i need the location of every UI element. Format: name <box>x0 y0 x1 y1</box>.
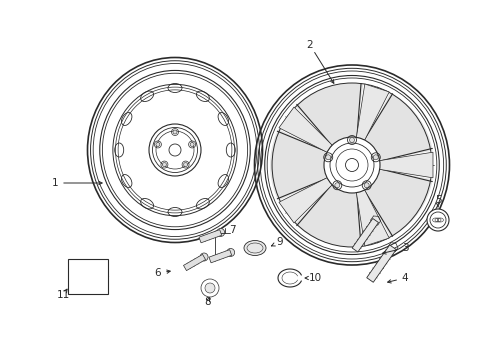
Ellipse shape <box>325 155 330 160</box>
Ellipse shape <box>190 143 194 147</box>
Polygon shape <box>379 152 432 178</box>
Ellipse shape <box>426 209 448 231</box>
Polygon shape <box>269 129 326 201</box>
Text: 11: 11 <box>56 290 69 300</box>
Text: 8: 8 <box>204 297 211 307</box>
Ellipse shape <box>324 137 379 193</box>
Text: 2: 2 <box>306 40 313 50</box>
Polygon shape <box>183 255 205 271</box>
Text: 4: 4 <box>401 273 407 283</box>
Polygon shape <box>208 249 231 263</box>
Circle shape <box>226 248 234 256</box>
Circle shape <box>204 283 215 293</box>
Polygon shape <box>199 230 221 243</box>
Polygon shape <box>365 93 432 160</box>
Polygon shape <box>366 245 395 282</box>
Text: 9: 9 <box>276 237 283 247</box>
FancyBboxPatch shape <box>68 258 108 293</box>
Polygon shape <box>278 178 331 223</box>
Text: 10: 10 <box>308 273 321 283</box>
Text: 1: 1 <box>52 178 58 188</box>
Polygon shape <box>351 219 378 252</box>
Ellipse shape <box>162 163 166 167</box>
Circle shape <box>216 229 224 237</box>
Ellipse shape <box>183 163 187 167</box>
Ellipse shape <box>173 130 177 134</box>
Polygon shape <box>356 84 388 140</box>
Polygon shape <box>294 83 363 145</box>
Text: 5: 5 <box>434 195 440 205</box>
Polygon shape <box>356 190 388 246</box>
Circle shape <box>200 253 207 261</box>
Ellipse shape <box>149 124 201 176</box>
Ellipse shape <box>156 143 160 147</box>
Text: 3: 3 <box>401 243 407 253</box>
Ellipse shape <box>244 240 265 256</box>
Ellipse shape <box>372 155 378 160</box>
Ellipse shape <box>334 183 339 188</box>
Text: 7: 7 <box>228 225 235 235</box>
Ellipse shape <box>364 183 368 188</box>
Ellipse shape <box>349 138 354 143</box>
Polygon shape <box>278 107 331 152</box>
Text: 6: 6 <box>154 268 161 278</box>
Circle shape <box>201 279 219 297</box>
Polygon shape <box>365 170 432 237</box>
Polygon shape <box>294 185 363 247</box>
